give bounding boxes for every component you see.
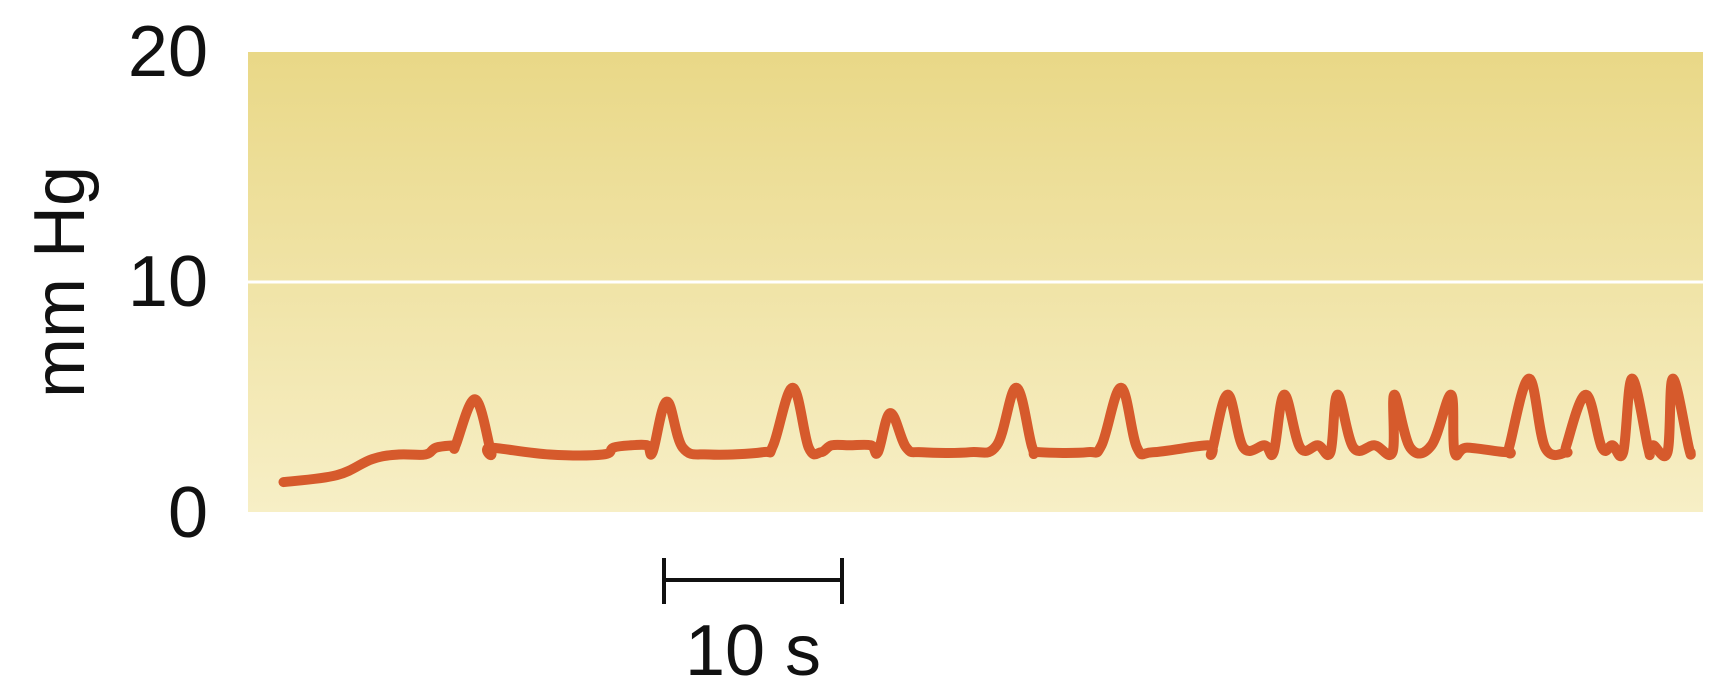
- y-tick-label-0: 0: [168, 473, 208, 553]
- pressure-trace-line: [278, 373, 1696, 488]
- y-tick-label-20: 20: [128, 12, 208, 92]
- y-axis-label: mm Hg: [20, 166, 100, 398]
- scale-bar-label: 10 s: [685, 611, 821, 685]
- time-scale-bar: 10 s: [662, 558, 844, 685]
- y-tick-label-10: 10: [128, 242, 208, 322]
